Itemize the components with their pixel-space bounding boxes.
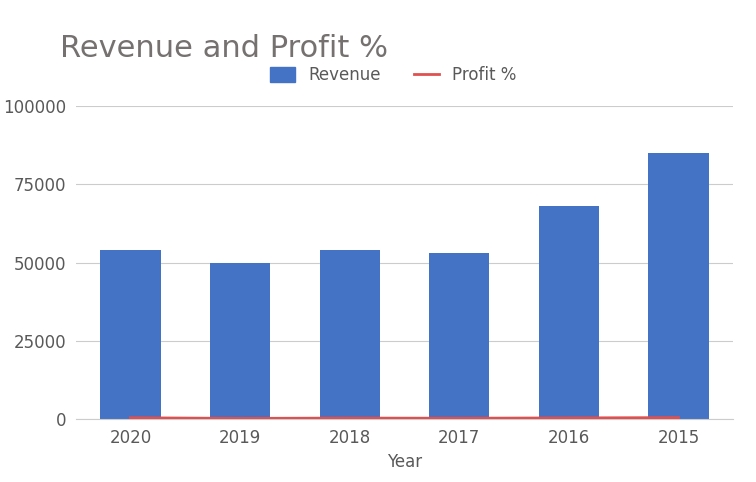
Bar (210, 263, 270, 419)
Profit % (454, 415, 463, 421)
Bar (101, 250, 160, 419)
Profit % (564, 415, 573, 421)
Profit % (235, 415, 244, 421)
Bar (539, 206, 599, 419)
Bar (429, 254, 489, 419)
Line: Profit %: Profit % (130, 417, 678, 418)
Legend: Revenue, Profit %: Revenue, Profit % (270, 66, 516, 84)
X-axis label: Year: Year (387, 453, 422, 470)
Bar (649, 153, 708, 419)
Profit % (674, 415, 683, 420)
Profit % (345, 415, 354, 421)
Profit % (125, 415, 135, 421)
Bar (320, 250, 380, 419)
Text: Revenue and Profit %: Revenue and Profit % (60, 34, 389, 63)
